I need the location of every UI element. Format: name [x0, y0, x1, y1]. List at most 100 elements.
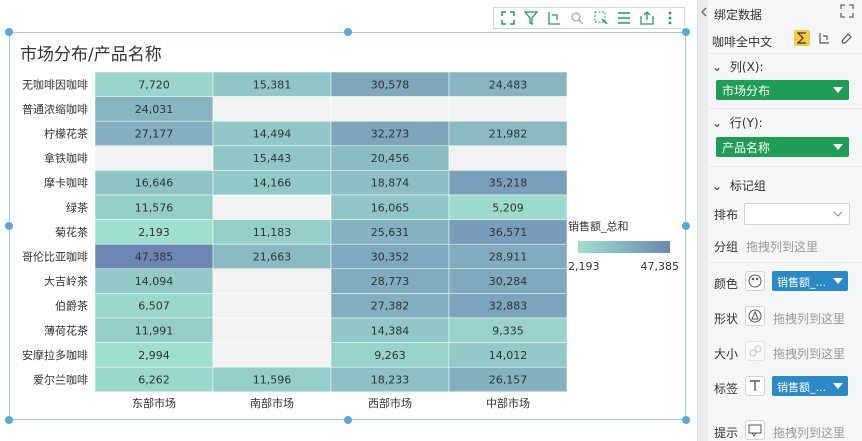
heatmap-cell[interactable]: [94, 366, 214, 393]
heatmap-cell[interactable]: [330, 194, 450, 220]
shape-label: 形状: [714, 312, 739, 326]
heatmap-cell[interactable]: [212, 268, 332, 294]
drill-icon[interactable]: [816, 30, 832, 46]
select-icon[interactable]: [592, 9, 610, 27]
heatmap-cell[interactable]: [212, 170, 332, 196]
list-icon[interactable]: [615, 9, 633, 27]
drill-icon[interactable]: [545, 9, 563, 27]
more-icon[interactable]: [661, 9, 679, 27]
rows-section[interactable]: ⌄ 行(Y):: [712, 114, 763, 131]
heatmap-cell[interactable]: [212, 96, 332, 122]
heatmap-cell[interactable]: [94, 120, 214, 147]
chevron-down-icon: [833, 211, 843, 217]
heatmap-cell[interactable]: [448, 145, 568, 171]
columns-section[interactable]: ⌄ 列(X):: [712, 58, 764, 75]
cell-label: 11,596: [253, 374, 292, 387]
panel-title: 绑定数据: [714, 8, 763, 22]
group-drop-zone[interactable]: 拖拽列到这里: [746, 240, 819, 254]
heatmap-cell[interactable]: [212, 366, 332, 393]
heatmap-cell[interactable]: [330, 145, 450, 171]
size-icon[interactable]: [745, 341, 765, 361]
resize-handle-bl[interactable]: [5, 416, 13, 424]
resize-handle-ml[interactable]: [5, 222, 13, 230]
cell-label: 30,352: [371, 251, 410, 264]
caret-down-icon: [833, 87, 843, 93]
tooltip-icon[interactable]: [745, 420, 765, 440]
shape-icon[interactable]: [745, 306, 765, 326]
heatmap-cell[interactable]: [212, 342, 332, 368]
heatmap-cell[interactable]: [94, 145, 214, 171]
heatmap-cell[interactable]: [448, 120, 568, 147]
heatmap-cell[interactable]: [94, 219, 214, 245]
heatmap-cell[interactable]: [94, 342, 214, 368]
resize-handle-bm[interactable]: [344, 416, 352, 424]
collapse-icon[interactable]: [700, 6, 710, 20]
chevron-down-icon: ⌄: [712, 60, 723, 74]
resize-handle-tm[interactable]: [344, 28, 352, 36]
marks-section[interactable]: ⌄ 标记组: [712, 177, 766, 194]
cell-label: 32,883: [489, 300, 528, 313]
row-label: 无咖啡因咖啡: [22, 77, 88, 91]
heatmap-cell[interactable]: [94, 71, 214, 97]
heatmap-cell[interactable]: [330, 293, 450, 319]
cell-label: 5,209: [492, 201, 524, 214]
heatmap-cell[interactable]: [448, 219, 568, 245]
sum-icon[interactable]: [794, 30, 810, 46]
filter-icon[interactable]: [522, 9, 540, 27]
cell-label: 24,031: [135, 103, 174, 116]
export-icon[interactable]: [638, 9, 656, 27]
heatmap-cell[interactable]: [212, 120, 332, 147]
heatmap-cell[interactable]: [448, 243, 568, 270]
chart-toolbar: [493, 7, 685, 29]
heatmap-cell[interactable]: [330, 342, 450, 368]
cell-label: 27,382: [371, 300, 410, 313]
text-tag-icon[interactable]: [745, 376, 765, 396]
zoom-icon[interactable]: [568, 9, 586, 27]
heatmap-cell[interactable]: [448, 366, 568, 393]
heatmap-cell[interactable]: [94, 194, 214, 220]
resize-handle-tl[interactable]: [5, 28, 13, 36]
rows-field-pill[interactable]: 产品名称: [716, 137, 849, 157]
layout-select[interactable]: [744, 203, 850, 225]
heatmap-cell[interactable]: [330, 170, 450, 196]
cell-label: 25,631: [371, 226, 410, 239]
heatmap-cell[interactable]: [212, 293, 332, 319]
heatmap-cell[interactable]: [330, 366, 450, 393]
expand-icon[interactable]: [499, 9, 517, 27]
resize-handle-mr[interactable]: [682, 222, 690, 230]
panel-collapse-bar[interactable]: [698, 0, 708, 441]
cell-label: 14,094: [135, 275, 174, 288]
heatmap-cell[interactable]: [330, 96, 450, 122]
heatmap-cell[interactable]: [448, 194, 568, 220]
heatmap-cell[interactable]: [448, 342, 568, 368]
heatmap-cell[interactable]: [94, 268, 214, 294]
heatmap-cell[interactable]: [448, 268, 568, 294]
heatmap-cell[interactable]: [212, 194, 332, 220]
shape-drop-zone[interactable]: 拖拽列到这里: [773, 312, 846, 326]
fullscreen-icon[interactable]: [840, 4, 854, 18]
heatmap-cell[interactable]: [94, 243, 214, 270]
heatmap-cell[interactable]: [330, 120, 450, 147]
size-label: 大小: [714, 347, 739, 361]
columns-field-pill[interactable]: 市场分布: [716, 80, 849, 100]
color-label: 颜色: [714, 277, 739, 291]
cell-label: 2,193: [138, 226, 170, 239]
eraser-icon[interactable]: [838, 30, 854, 46]
heatmap-cell[interactable]: [448, 293, 568, 319]
palette-icon[interactable]: [745, 271, 765, 291]
tag-field-pill[interactable]: 销售额_...: [772, 376, 848, 396]
heatmap-cell[interactable]: [330, 243, 450, 270]
heatmap-cell[interactable]: [330, 317, 450, 343]
resize-handle-tr[interactable]: [682, 28, 690, 36]
color-field-pill[interactable]: 销售额_...: [772, 271, 848, 291]
heatmap-cell[interactable]: [448, 170, 568, 196]
heatmap-cell[interactable]: [448, 96, 568, 122]
heatmap-cell[interactable]: [94, 170, 214, 196]
cell-label: 9,263: [374, 349, 406, 362]
heatmap-cell[interactable]: [330, 268, 450, 294]
heatmap-cell[interactable]: [212, 145, 332, 171]
size-drop-zone[interactable]: 拖拽列到这里: [773, 347, 846, 361]
resize-handle-br[interactable]: [682, 416, 690, 424]
tooltip-drop-zone[interactable]: 拖拽列到这里: [773, 426, 846, 440]
heatmap-cell[interactable]: [212, 317, 332, 343]
